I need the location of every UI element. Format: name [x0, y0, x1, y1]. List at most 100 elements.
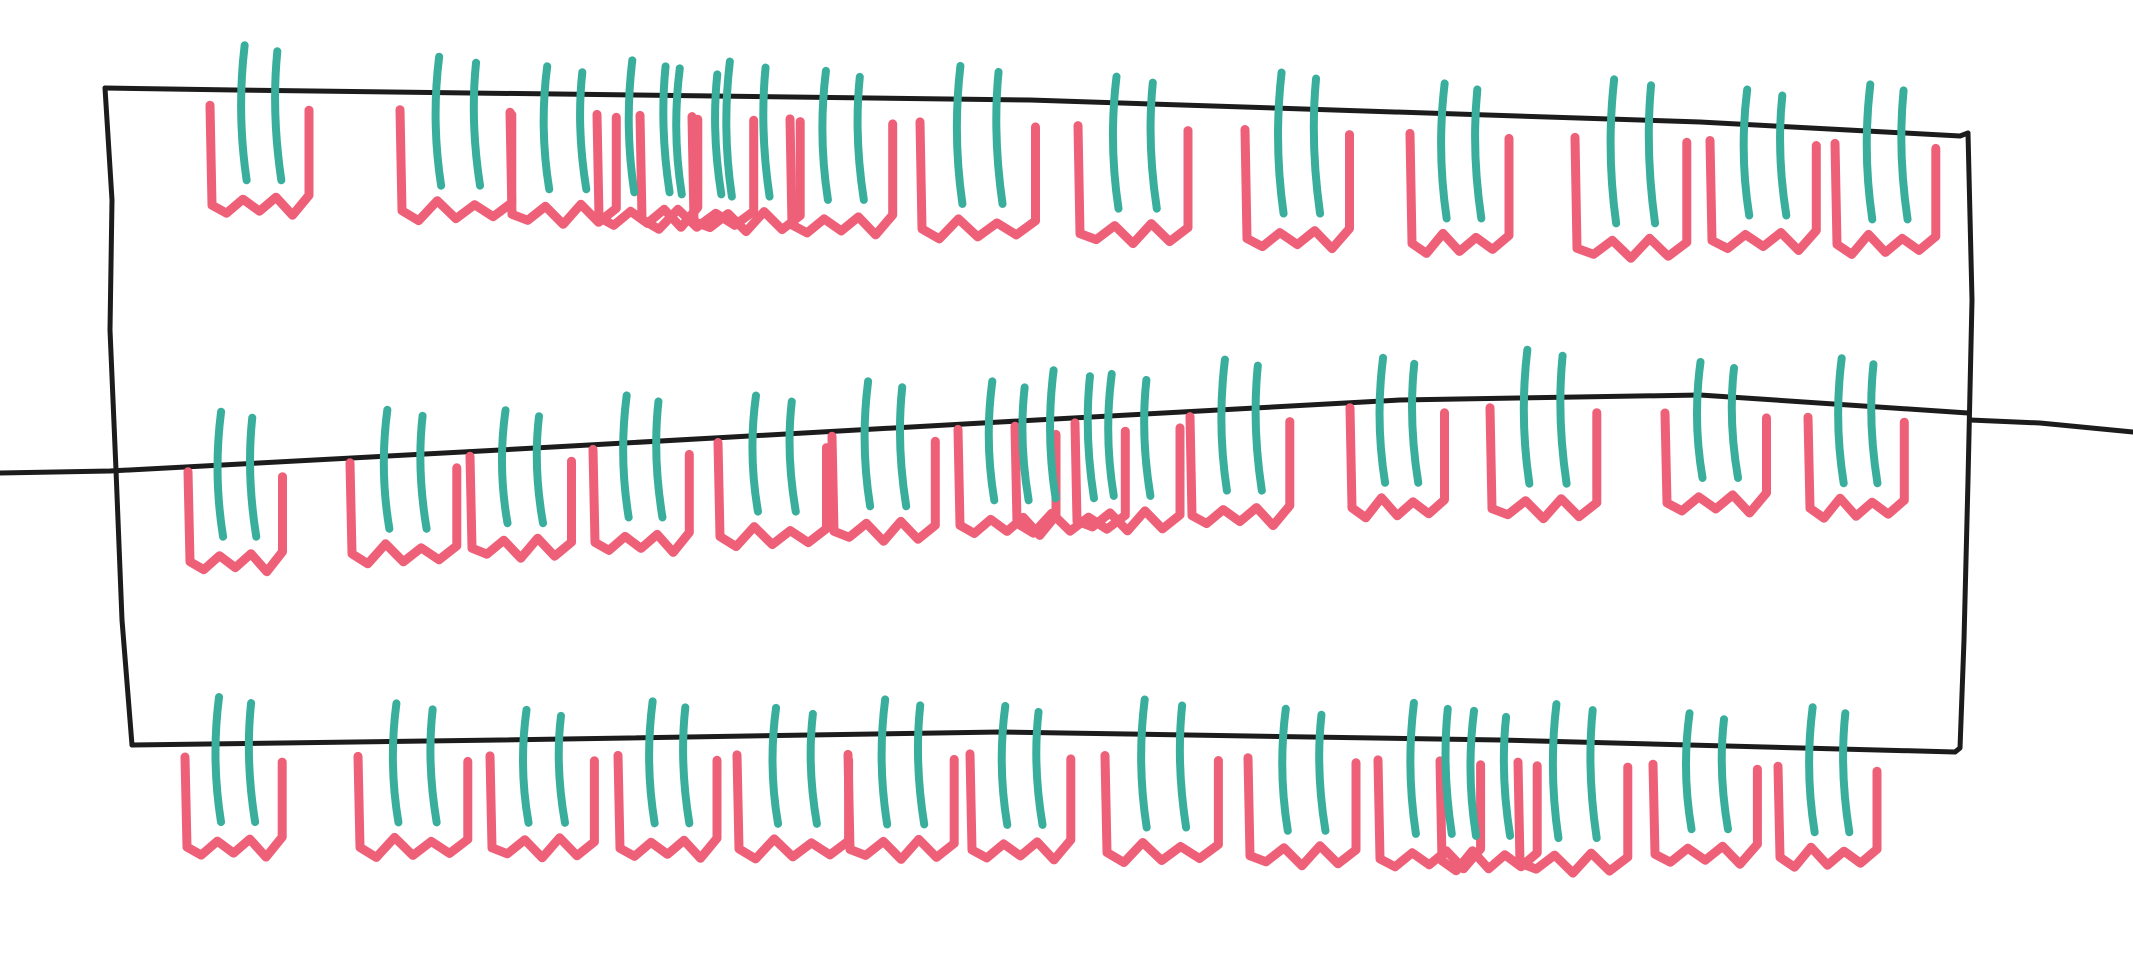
- stem-3-5-a: [768, 703, 783, 828]
- cell-3-4: [613, 750, 722, 863]
- cells: [180, 100, 1941, 878]
- right-wire: [1967, 417, 2133, 435]
- stem-1-8-a: [952, 61, 967, 208]
- cell-3-3: [485, 751, 599, 863]
- cell-3-13: [1648, 759, 1762, 869]
- stem-2-14-a: [1834, 354, 1848, 488]
- stem-3-5-b: [806, 709, 821, 828]
- stem-3-6-b: [913, 701, 929, 829]
- stem-1-12-a: [1606, 75, 1621, 228]
- cell-2-6: [827, 431, 940, 546]
- cell-3-6: [843, 749, 959, 864]
- stem-3-1-b: [244, 699, 260, 827]
- stem-2-1-a: [213, 407, 228, 541]
- stem-1-4-a: [624, 56, 639, 197]
- cell-3-9: [1243, 753, 1361, 871]
- stem-2-11-a: [1375, 353, 1390, 487]
- cell-1-10: [1240, 125, 1354, 254]
- stem-2-9-b: [1140, 375, 1155, 500]
- cell-1-9: [1073, 121, 1193, 249]
- stem-1-6-b: [759, 63, 774, 201]
- stem-2-5-b: [785, 397, 800, 516]
- cell-3-10: [1373, 755, 1486, 874]
- stem-3-8-a: [1137, 695, 1151, 832]
- stem-1-4-b: [659, 62, 674, 197]
- stem-3-10-b: [1441, 704, 1456, 838]
- stem-3-11-a: [1466, 706, 1481, 840]
- stem-1-11-a: [1437, 79, 1451, 223]
- stem-1-9-b: [1146, 78, 1161, 213]
- stem-2-7-a: [984, 377, 999, 505]
- stem-2-2-b: [416, 411, 431, 533]
- stem-2-14-b: [1867, 360, 1882, 488]
- stem-2-7-b: [1018, 383, 1033, 505]
- cell-1-12: [1570, 132, 1692, 263]
- cell-2-12: [1485, 403, 1602, 524]
- stem-2-10-b: [1251, 361, 1266, 495]
- cell-3-14: [1773, 761, 1882, 872]
- cell-2-7: [953, 424, 1061, 540]
- stem-1-8-b: [992, 67, 1007, 208]
- frame-right-edge: [1952, 130, 1975, 755]
- cell-2-1: [183, 467, 287, 577]
- cell-1-1: [205, 100, 314, 220]
- stem-1-7-a: [818, 66, 832, 204]
- stem-1-1-b: [271, 47, 286, 185]
- middle-wire: [0, 392, 1971, 476]
- stem-2-6-b: [895, 383, 911, 511]
- stem-2-4-a: [619, 391, 633, 522]
- stem-1-2-a: [431, 52, 446, 190]
- cell-2-9: [1070, 418, 1185, 536]
- stem-2-3-b: [532, 412, 548, 528]
- cell-3-7: [965, 749, 1076, 865]
- frame-left-edge: [102, 85, 135, 748]
- cell-3-1: [180, 752, 287, 862]
- stem-3-10-a: [1406, 698, 1420, 838]
- stem-1-10-b: [1309, 74, 1325, 218]
- stem-2-6-a: [860, 377, 875, 511]
- stems: [211, 41, 1912, 843]
- stem-2-11-b: [1408, 359, 1423, 487]
- cell-1-7: [785, 114, 898, 240]
- stem-3-14-a: [1805, 703, 1819, 837]
- cell-2-5: [713, 438, 831, 552]
- stem-1-14-b: [1897, 86, 1912, 224]
- stem-1-13-b: [1776, 91, 1791, 220]
- stem-3-12-b: [1586, 706, 1601, 843]
- stem-2-4-b: [652, 397, 667, 522]
- stem-3-9-b: [1315, 710, 1330, 835]
- cell-1-3: [505, 107, 621, 229]
- stem-1-10-a: [1274, 68, 1288, 218]
- cell-1-14: [1830, 138, 1941, 259]
- stem-3-9-a: [1278, 704, 1292, 835]
- cell-2-13: [1660, 408, 1771, 518]
- cell-2-3: [465, 451, 576, 563]
- stem-2-2-a: [379, 405, 394, 533]
- stem-2-3-a: [497, 406, 512, 528]
- stem-3-8-b: [1175, 701, 1191, 832]
- cell-2-10: [1185, 412, 1295, 531]
- cell-3-2: [353, 751, 473, 862]
- stem-2-8-b: [1083, 372, 1098, 503]
- cell-3-8: [1100, 750, 1223, 867]
- cell-1-13: [1705, 135, 1821, 255]
- stem-1-9-a: [1108, 72, 1123, 213]
- stem-3-7-a: [997, 701, 1012, 829]
- stem-1-3-a: [539, 62, 554, 194]
- cell-2-14: [1803, 412, 1909, 523]
- cell-1-11: [1405, 128, 1514, 258]
- stem-3-1-a: [211, 693, 226, 827]
- stem-1-6-a: [722, 57, 736, 201]
- stem-3-14-b: [1839, 709, 1854, 837]
- stem-1-14-a: [1862, 80, 1877, 224]
- stem-2-13-a: [1692, 357, 1707, 482]
- stem-3-2-b: [426, 705, 441, 827]
- stem-3-6-a: [877, 695, 892, 829]
- stem-1-1-a: [237, 41, 251, 185]
- stem-1-3-b: [576, 68, 591, 194]
- stem-2-9-a: [1104, 369, 1118, 500]
- stem-1-7-b: [853, 72, 868, 204]
- stem-3-13-a: [1681, 709, 1696, 834]
